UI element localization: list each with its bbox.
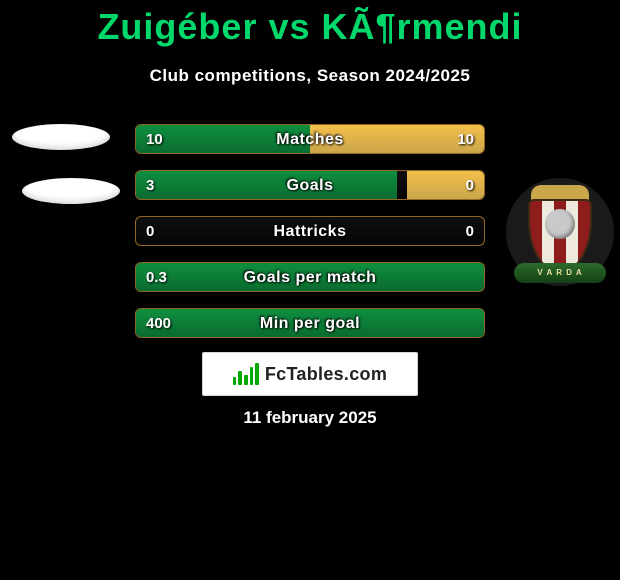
subtitle: Club competitions, Season 2024/2025 xyxy=(0,66,620,86)
stat-label: Hattricks xyxy=(136,217,484,246)
page-title: Zuigéber vs KÃ¶rmendi xyxy=(0,0,620,48)
date-line: 11 february 2025 xyxy=(0,408,620,428)
stat-label: Goals per match xyxy=(136,263,484,292)
player-left-avatar-placeholder-2 xyxy=(22,178,120,204)
stat-row: 0.3Goals per match xyxy=(135,262,485,292)
branding-text: FcTables.com xyxy=(265,364,387,385)
stat-row: 30Goals xyxy=(135,170,485,200)
player-left-avatar-placeholder xyxy=(12,124,110,150)
crest-banner-text: V A R D A xyxy=(514,263,606,283)
crest-graphic: V A R D A xyxy=(520,185,600,279)
stat-label: Matches xyxy=(136,125,484,154)
stat-row: 00Hattricks xyxy=(135,216,485,246)
bar-chart-icon xyxy=(233,363,259,385)
player-right-crest: V A R D A xyxy=(506,178,614,286)
comparison-bars: 1010Matches 30Goals 00Hattricks 0.3Goals pe… xyxy=(135,124,485,354)
stat-label: Goals xyxy=(136,171,484,200)
stat-label: Min per goal xyxy=(136,309,484,338)
stat-row: 1010Matches xyxy=(135,124,485,154)
branding-badge: FcTables.com xyxy=(202,352,418,396)
stat-row: 400Min per goal xyxy=(135,308,485,338)
